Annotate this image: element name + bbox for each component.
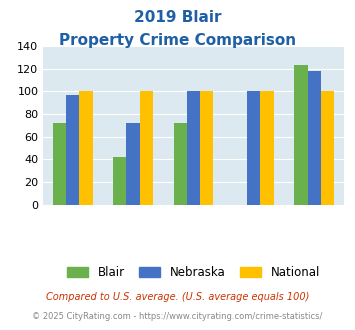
Bar (140, 91, 153, 205)
Bar (261, 91, 274, 205)
Bar (200, 91, 213, 205)
Bar (113, 157, 126, 205)
Legend: Blair, Nebraska, National: Blair, Nebraska, National (62, 261, 324, 284)
Bar (321, 91, 334, 205)
Text: Property Crime Comparison: Property Crime Comparison (59, 33, 296, 48)
Bar (174, 123, 187, 205)
Bar (53, 123, 66, 205)
Bar (126, 123, 140, 205)
Text: Compared to U.S. average. (U.S. average equals 100): Compared to U.S. average. (U.S. average … (46, 292, 309, 302)
Bar (187, 91, 200, 205)
Text: 2019 Blair: 2019 Blair (134, 10, 221, 25)
Bar (80, 91, 93, 205)
Bar (307, 71, 321, 205)
Bar (294, 65, 307, 205)
Bar (66, 95, 80, 205)
Text: © 2025 CityRating.com - https://www.cityrating.com/crime-statistics/: © 2025 CityRating.com - https://www.city… (32, 312, 323, 321)
Bar (247, 91, 261, 205)
